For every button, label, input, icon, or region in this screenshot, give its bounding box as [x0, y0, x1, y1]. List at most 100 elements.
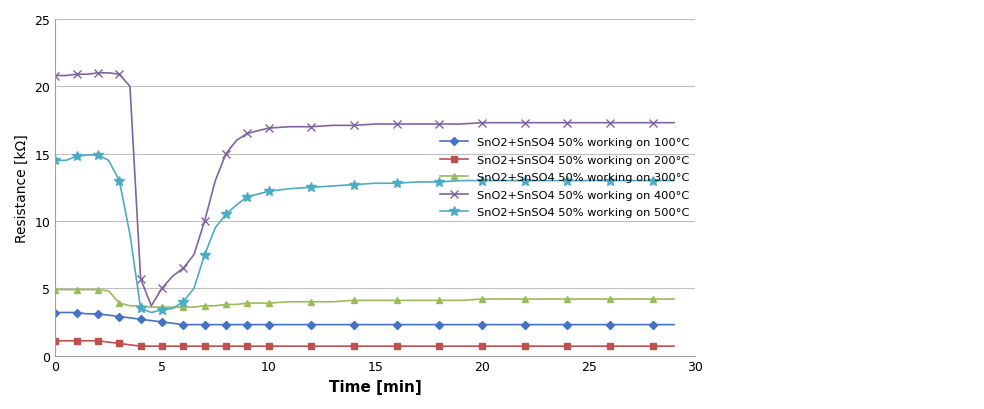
SnO2+SnSO4 50% working on 200°C [135, 344, 147, 349]
SnO2+SnSO4 50% working on 200°C [199, 344, 211, 349]
SnO2+SnSO4 50% working on 200°C [60, 339, 72, 344]
SnO2+SnSO4 50% working on 500°C [498, 179, 510, 184]
SnO2+SnSO4 50% working on 400°C [284, 125, 296, 130]
SnO2+SnSO4 50% working on 400°C [348, 124, 360, 128]
SnO2+SnSO4 50% working on 400°C [455, 122, 466, 127]
SnO2+SnSO4 50% working on 400°C [668, 121, 680, 126]
SnO2+SnSO4 50% working on 400°C [60, 74, 72, 79]
SnO2+SnSO4 50% working on 200°C [146, 344, 157, 349]
SnO2+SnSO4 50% working on 300°C [305, 299, 317, 304]
SnO2+SnSO4 50% working on 200°C [455, 344, 466, 349]
SnO2+SnSO4 50% working on 500°C [305, 185, 317, 190]
SnO2+SnSO4 50% working on 100°C [230, 322, 242, 327]
SnO2+SnSO4 50% working on 100°C [604, 322, 616, 327]
SnO2+SnSO4 50% working on 500°C [369, 181, 381, 186]
SnO2+SnSO4 50% working on 400°C [391, 122, 402, 127]
SnO2+SnSO4 50% working on 400°C [476, 121, 488, 126]
SnO2+SnSO4 50% working on 200°C [82, 339, 93, 344]
SnO2+SnSO4 50% working on 500°C [348, 183, 360, 188]
SnO2+SnSO4 50% working on 200°C [156, 344, 168, 349]
SnO2+SnSO4 50% working on 500°C [476, 179, 488, 184]
SnO2+SnSO4 50% working on 400°C [220, 152, 232, 157]
SnO2+SnSO4 50% working on 100°C [113, 314, 125, 319]
SnO2+SnSO4 50% working on 200°C [433, 344, 445, 349]
SnO2+SnSO4 50% working on 400°C [230, 138, 242, 143]
SnO2+SnSO4 50% working on 200°C [348, 344, 360, 349]
SnO2+SnSO4 50% working on 500°C [156, 308, 168, 312]
SnO2+SnSO4 50% working on 300°C [60, 288, 72, 292]
SnO2+SnSO4 50% working on 500°C [583, 179, 594, 184]
SnO2+SnSO4 50% working on 300°C [71, 288, 83, 292]
SnO2+SnSO4 50% working on 100°C [71, 310, 83, 315]
SnO2+SnSO4 50% working on 300°C [49, 288, 61, 292]
SnO2+SnSO4 50% working on 500°C [102, 159, 114, 164]
SnO2+SnSO4 50% working on 200°C [177, 344, 189, 349]
SnO2+SnSO4 50% working on 300°C [540, 297, 552, 302]
SnO2+SnSO4 50% working on 300°C [92, 288, 104, 292]
SnO2+SnSO4 50% working on 200°C [604, 344, 616, 349]
SnO2+SnSO4 50% working on 400°C [71, 72, 83, 77]
SnO2+SnSO4 50% working on 300°C [252, 301, 264, 306]
SnO2+SnSO4 50% working on 500°C [82, 153, 93, 158]
SnO2+SnSO4 50% working on 300°C [498, 297, 510, 302]
SnO2+SnSO4 50% working on 400°C [113, 72, 125, 77]
SnO2+SnSO4 50% working on 500°C [60, 159, 72, 164]
SnO2+SnSO4 50% working on 300°C [668, 297, 680, 302]
SnO2+SnSO4 50% working on 100°C [284, 322, 296, 327]
SnO2+SnSO4 50% working on 300°C [199, 303, 211, 308]
SnO2+SnSO4 50% working on 500°C [177, 299, 189, 304]
SnO2+SnSO4 50% working on 300°C [82, 288, 93, 292]
SnO2+SnSO4 50% working on 300°C [166, 305, 178, 310]
SnO2+SnSO4 50% working on 200°C [583, 344, 594, 349]
SnO2+SnSO4 50% working on 500°C [71, 155, 83, 160]
SnO2+SnSO4 50% working on 200°C [230, 344, 242, 349]
SnO2+SnSO4 50% working on 100°C [49, 310, 61, 315]
SnO2+SnSO4 50% working on 200°C [498, 344, 510, 349]
SnO2+SnSO4 50% working on 400°C [626, 121, 638, 126]
SnO2+SnSO4 50% working on 200°C [241, 344, 253, 349]
SnO2+SnSO4 50% working on 500°C [241, 195, 253, 200]
Line: SnO2+SnSO4 50% working on 400°C: SnO2+SnSO4 50% working on 400°C [51, 70, 678, 310]
SnO2+SnSO4 50% working on 500°C [668, 179, 680, 184]
SnO2+SnSO4 50% working on 300°C [177, 305, 189, 310]
SnO2+SnSO4 50% working on 300°C [284, 299, 296, 304]
SnO2+SnSO4 50% working on 500°C [49, 159, 61, 164]
SnO2+SnSO4 50% working on 100°C [102, 313, 114, 318]
SnO2+SnSO4 50% working on 400°C [92, 71, 104, 76]
Legend: SnO2+SnSO4 50% working on 100°C, SnO2+SnSO4 50% working on 200°C, SnO2+SnSO4 50%: SnO2+SnSO4 50% working on 100°C, SnO2+Sn… [440, 138, 690, 218]
SnO2+SnSO4 50% working on 300°C [433, 298, 445, 303]
SnO2+SnSO4 50% working on 300°C [455, 298, 466, 303]
SnO2+SnSO4 50% working on 500°C [113, 179, 125, 184]
SnO2+SnSO4 50% working on 100°C [210, 322, 221, 327]
SnO2+SnSO4 50% working on 100°C [540, 322, 552, 327]
SnO2+SnSO4 50% working on 500°C [433, 180, 445, 185]
SnO2+SnSO4 50% working on 300°C [230, 302, 242, 307]
SnO2+SnSO4 50% working on 500°C [519, 179, 530, 184]
SnO2+SnSO4 50% working on 300°C [412, 298, 424, 303]
SnO2+SnSO4 50% working on 400°C [604, 121, 616, 126]
SnO2+SnSO4 50% working on 100°C [263, 322, 275, 327]
SnO2+SnSO4 50% working on 500°C [92, 153, 104, 158]
SnO2+SnSO4 50% working on 500°C [146, 310, 157, 315]
SnO2+SnSO4 50% working on 300°C [156, 305, 168, 310]
SnO2+SnSO4 50% working on 100°C [188, 322, 200, 327]
SnO2+SnSO4 50% working on 100°C [433, 322, 445, 327]
SnO2+SnSO4 50% working on 100°C [668, 322, 680, 327]
SnO2+SnSO4 50% working on 500°C [210, 226, 221, 231]
SnO2+SnSO4 50% working on 100°C [82, 312, 93, 317]
SnO2+SnSO4 50% working on 500°C [455, 179, 466, 184]
SnO2+SnSO4 50% working on 100°C [646, 322, 658, 327]
SnO2+SnSO4 50% working on 100°C [391, 322, 402, 327]
SnO2+SnSO4 50% working on 500°C [252, 192, 264, 197]
SnO2+SnSO4 50% working on 500°C [604, 179, 616, 184]
SnO2+SnSO4 50% working on 100°C [412, 322, 424, 327]
SnO2+SnSO4 50% working on 300°C [562, 297, 574, 302]
SnO2+SnSO4 50% working on 200°C [668, 344, 680, 349]
SnO2+SnSO4 50% working on 100°C [626, 322, 638, 327]
SnO2+SnSO4 50% working on 300°C [369, 298, 381, 303]
SnO2+SnSO4 50% working on 400°C [369, 122, 381, 127]
Line: SnO2+SnSO4 50% working on 300°C: SnO2+SnSO4 50% working on 300°C [52, 286, 678, 311]
SnO2+SnSO4 50% working on 100°C [327, 322, 338, 327]
SnO2+SnSO4 50% working on 100°C [562, 322, 574, 327]
SnO2+SnSO4 50% working on 100°C [92, 312, 104, 317]
